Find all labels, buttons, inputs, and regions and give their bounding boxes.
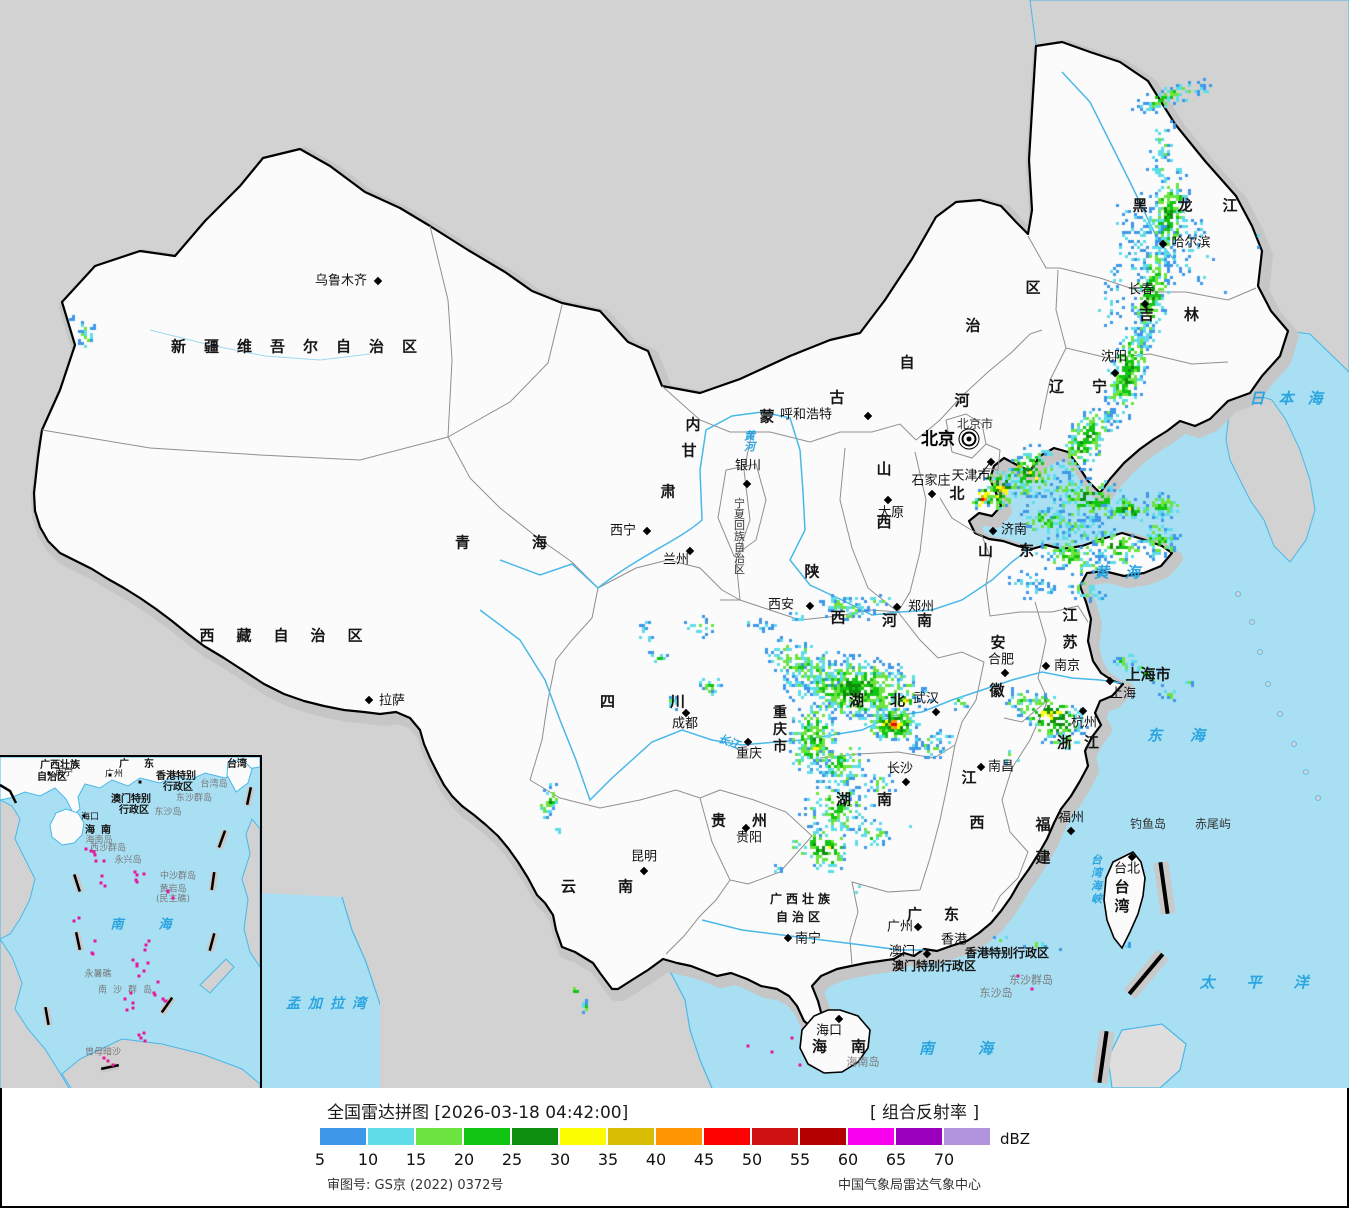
dbz-tick: 25 xyxy=(501,1150,523,1169)
inset-vietnam xyxy=(0,799,36,940)
dbz-tick: 5 xyxy=(314,1150,326,1169)
colorbar-cell xyxy=(560,1128,606,1145)
inset-borneo xyxy=(61,1038,261,1091)
colorbar-cell xyxy=(944,1128,990,1145)
china-radar-map: 新疆维吾尔自治区 西藏自治区 青海甘肃四川 云南 贵州 湖南 湖北 河南 山东 山西陕西河北江苏安… xyxy=(0,0,1349,1091)
dbz-tick: 15 xyxy=(405,1150,427,1169)
dbz-tick: 45 xyxy=(693,1150,715,1169)
dbz-tick: 40 xyxy=(645,1150,667,1169)
dbz-tick-labels: 5 10 15 20 25 30 35 40 45 50 55 60 65 70 xyxy=(2,1150,1349,1170)
colorbar-cell xyxy=(752,1128,798,1145)
dbz-unit-label: dBZ xyxy=(1000,1130,1031,1148)
dbz-tick: 50 xyxy=(741,1150,763,1169)
agency-credit: 中国气象局雷达气象中心 xyxy=(838,1178,982,1193)
inset-base-map xyxy=(0,756,261,1091)
colorbar-cell xyxy=(896,1128,942,1145)
colorbar-cell xyxy=(848,1128,894,1145)
inset-hainan xyxy=(49,808,85,846)
dbz-tick: 65 xyxy=(885,1150,907,1169)
colorbar-cell xyxy=(320,1128,366,1145)
inset-taiwan xyxy=(226,758,253,793)
colorbar-cell xyxy=(368,1128,414,1145)
legend-panel: 全国雷达拼图 [2026-03-18 04:42:00] [ 组合反射率 ] 5… xyxy=(0,1088,1349,1208)
dbz-tick: 30 xyxy=(549,1150,571,1169)
south-china-sea-inset: 广西壮族 自治区 南宁广东广州 香港特别 行政区 澳门特别 行政区 台湾 台湾岛 东沙群岛 东沙岛海… xyxy=(0,755,262,1091)
colorbar-cell xyxy=(800,1128,846,1145)
dbz-tick: 10 xyxy=(357,1150,379,1169)
map-license-number: 审图号: GS京 (2022) 0372号 xyxy=(327,1178,504,1193)
dbz-tick: 55 xyxy=(789,1150,811,1169)
dbz-tick: 60 xyxy=(837,1150,859,1169)
colorbar-cell xyxy=(464,1128,510,1145)
colorbar-cell xyxy=(704,1128,750,1145)
inset-dashes xyxy=(42,786,255,1073)
dbz-tick: 35 xyxy=(597,1150,619,1169)
dbz-tick: 70 xyxy=(933,1150,955,1169)
dbz-tick: 20 xyxy=(453,1150,475,1169)
colorbar-cell xyxy=(608,1128,654,1145)
colorbar-cell xyxy=(416,1128,462,1145)
legend-title: 全国雷达拼图 [2026-03-18 04:42:00] xyxy=(327,1103,629,1123)
dbz-colorbar xyxy=(320,1128,990,1145)
colorbar-cell xyxy=(512,1128,558,1145)
legend-product-label: [ 组合反射率 ] xyxy=(870,1103,980,1123)
colorbar-cell xyxy=(656,1128,702,1145)
